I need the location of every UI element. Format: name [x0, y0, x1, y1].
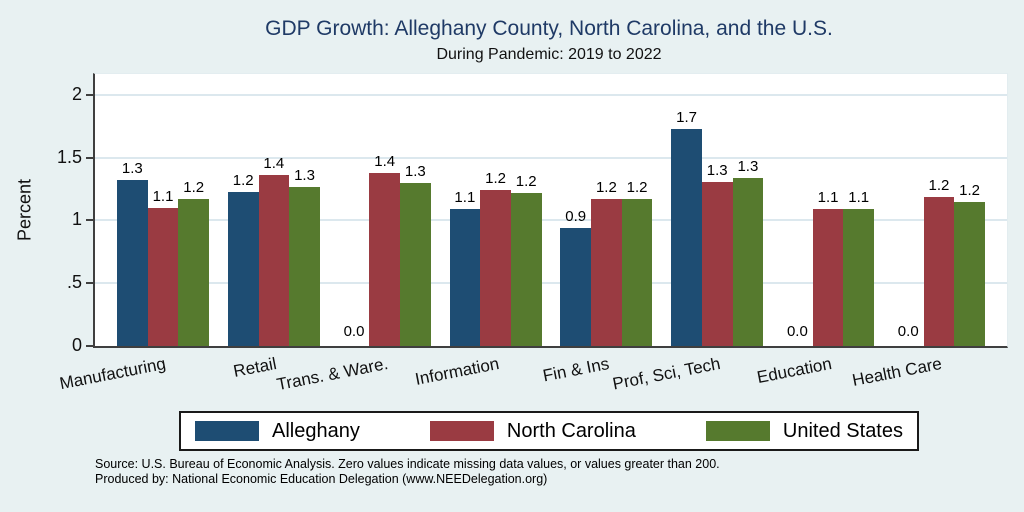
x-axis-label-manufacturing: Manufacturing: [58, 354, 168, 394]
bar-value-label: 1.2: [595, 179, 617, 197]
bar-value-label: 1.2: [515, 172, 537, 190]
bar-north-carolina: [147, 207, 179, 346]
y-tick-mark: [86, 282, 93, 285]
bar-group-manufacturing: 1.3 1.1 1.2: [117, 74, 210, 346]
bar-group-fin-ins: 0.9 1.2 1.2: [560, 74, 653, 346]
bar-united-states: [843, 209, 875, 346]
produced-by-line: Produced by: National Economic Education…: [95, 472, 548, 486]
bar-value-label: 1.1: [454, 189, 476, 207]
bar-value-label: 1.3: [706, 161, 728, 179]
bar-north-carolina: [923, 196, 955, 346]
x-axis-label-health-care: Health Care: [850, 354, 944, 390]
bar-value-label: 1.3: [121, 160, 143, 178]
bar-value-label: 1.1: [152, 187, 174, 205]
legend-entry-north-carolina: North Carolina: [429, 419, 636, 443]
y-tick-mark: [86, 345, 93, 347]
bar-united-states: [400, 182, 431, 346]
y-tick-label: 1.5: [56, 146, 82, 167]
bar-value-label: 1.3: [294, 166, 315, 184]
bar-north-carolina: [591, 199, 622, 346]
chart-title: GDP Growth: Alleghany County, North Caro…: [265, 17, 833, 40]
bar-united-states: [289, 186, 320, 346]
legend-label: Alleghany: [272, 419, 360, 442]
bar-value-label: 1.7: [676, 108, 697, 126]
bar-value-label: 1.2: [959, 181, 980, 199]
bar-value-label: 0.0: [343, 323, 365, 340]
gridline: [95, 219, 1007, 222]
bar-alleghany: [671, 128, 702, 346]
bar-alleghany: [560, 228, 592, 346]
gridline: [95, 282, 1007, 285]
bar-group-prof-sci-tech: 1.7 1.3 1.3: [671, 74, 764, 346]
x-axis-labels: Manufacturing Retail Trans. & Ware. Informa…: [58, 347, 1005, 405]
bar-value-label: 0.9: [565, 208, 587, 226]
y-tick-label: 2: [71, 84, 82, 105]
legend: Alleghany North Carolina United States: [179, 411, 919, 451]
bar-north-carolina: [480, 190, 511, 346]
bar-value-label: 0.0: [897, 323, 919, 340]
y-tick-mark: [86, 156, 93, 159]
y-tick-mark: [86, 219, 93, 222]
bar-value-label: 1.1: [817, 189, 839, 207]
bar-north-carolina: [812, 209, 844, 346]
x-axis-label-prof-sci-tech: Prof, Sci, Tech: [611, 354, 722, 394]
bar-north-carolina: [369, 172, 401, 346]
bar-value-label: 1.2: [485, 170, 506, 188]
y-tick-label: 1: [71, 209, 82, 230]
bar-united-states: [178, 199, 210, 346]
bar-alleghany: [227, 191, 259, 346]
bar-alleghany: [117, 180, 148, 346]
bar-value-label: 1.2: [232, 171, 254, 189]
y-tick-label: 0: [71, 335, 82, 356]
title-block: GDP Growth: Alleghany County, North Caro…: [93, 16, 1005, 65]
bar-value-label: 1.4: [263, 155, 285, 173]
bar-group-information: 1.1 1.2 1.2: [449, 74, 542, 346]
bar-united-states: [510, 192, 542, 346]
gridline: [95, 156, 1007, 159]
x-axis-label-information: Information: [413, 354, 501, 389]
legend-swatch-united-states: [705, 421, 770, 441]
y-axis-title: Percent: [14, 178, 35, 242]
bar-alleghany: [449, 209, 481, 346]
bar-group-retail: 1.2 1.4 1.3: [227, 74, 320, 346]
gridline: [95, 93, 1007, 96]
source-note-line: Source: U.S. Bureau of Economic Analysis…: [95, 457, 720, 471]
bar-group-education: 0.0 1.1 1.1: [782, 74, 875, 346]
legend-swatch-north-carolina: [429, 421, 494, 441]
source-notes: Source: U.S. Bureau of Economic Analysis…: [95, 457, 720, 487]
bar-united-states: [732, 177, 764, 346]
bar-value-label: 1.2: [183, 179, 205, 197]
legend-label: North Carolina: [506, 419, 636, 442]
x-axis-label-trans-ware: Trans. & Ware.: [274, 354, 390, 395]
x-axis-label-fin-ins: Fin & Ins: [541, 354, 612, 386]
chart-subtitle: During Pandemic: 2019 to 2022: [436, 46, 662, 63]
legend-label: United States: [782, 419, 903, 442]
legend-entry-united-states: United States: [705, 419, 903, 443]
bar-united-states: [954, 201, 985, 346]
y-tick-label: .5: [66, 272, 82, 293]
bar-united-states: [621, 199, 653, 346]
bar-value-label: 1.2: [928, 176, 950, 194]
y-tick-mark: [86, 93, 93, 96]
bar-value-label: 1.2: [626, 179, 648, 197]
x-axis-label-education: Education: [754, 354, 833, 388]
bar-value-label: 1.4: [374, 152, 396, 170]
bar-north-carolina: [701, 181, 733, 346]
bar-value-label: 1.3: [404, 162, 426, 180]
bar-value-label: 1.1: [848, 189, 870, 207]
bar-north-carolina: [258, 175, 290, 346]
bar-groups: 1.3 1.1 1.2 1.2 1.4 1.3 0.0 1.4 1.3 1.1 1.2 1.2 0.9 1…: [95, 74, 1007, 346]
bar-value-label: 0.0: [786, 323, 808, 340]
bar-group-trans-ware: 0.0 1.4 1.3: [339, 74, 431, 346]
bar-value-label: 1.3: [737, 157, 759, 175]
x-axis-label-retail: Retail: [232, 354, 279, 381]
plot-area: Percent 0.5 1 1.5 2 1.3 1.1 1.2 1.2 1.4 1.3 0.0 1.…: [15, 73, 1008, 355]
legend-swatch-alleghany: [195, 421, 259, 441]
legend-entry-alleghany: Alleghany: [195, 420, 360, 443]
bar-group-health-care: 0.0 1.2 1.2: [893, 74, 985, 346]
